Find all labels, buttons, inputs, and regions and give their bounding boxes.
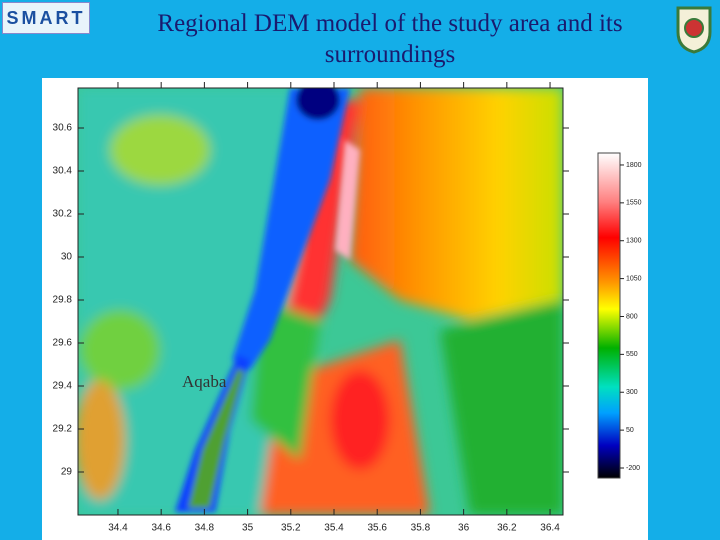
x-tick-label: 34.6 <box>151 523 171 534</box>
x-tick-label: 35.2 <box>281 523 301 534</box>
x-tick-label: 35.4 <box>324 523 344 534</box>
y-tick-label: 30 <box>61 252 73 263</box>
crest <box>676 6 712 54</box>
y-tick-label: 29.8 <box>53 295 73 306</box>
x-tick-label: 36.4 <box>540 523 560 534</box>
x-tick-label: 36.2 <box>497 523 517 534</box>
colorbar-tick-label: 550 <box>626 351 638 358</box>
x-tick-label: 34.8 <box>195 523 215 534</box>
colorbar-tick-label: 800 <box>626 313 638 320</box>
y-tick-label: 29.2 <box>53 424 73 435</box>
colorbar-tick-label: -200 <box>626 465 640 472</box>
slide-title: Regional DEM model of the study area and… <box>157 10 623 68</box>
y-tick-label: 30.6 <box>53 123 73 134</box>
x-tick-label: 35 <box>242 523 254 534</box>
plot-frame <box>77 87 564 516</box>
y-tick-label: 29 <box>61 467 73 478</box>
colorbar-tick-label: 1550 <box>626 200 642 207</box>
y-tick-label: 30.4 <box>53 166 73 177</box>
y-tick-label: 29.4 <box>53 381 73 392</box>
place-label: Aqaba <box>182 372 227 391</box>
x-tick-label: 34.4 <box>108 523 128 534</box>
colorbar-tick-label: 300 <box>626 389 638 396</box>
y-tick-label: 29.6 <box>53 338 73 349</box>
colorbar-tick-label: 1800 <box>626 162 642 169</box>
colorbar-tick-label: 1050 <box>626 275 642 282</box>
x-tick-label: 35.6 <box>367 523 387 534</box>
y-tick-label: 30.2 <box>53 209 73 220</box>
x-tick-label: 36 <box>458 523 470 534</box>
colorbar-tick-label: 50 <box>626 427 634 434</box>
x-tick-label: 35.8 <box>411 523 431 534</box>
colorbar-tick-label: 1300 <box>626 238 642 245</box>
colorbar <box>597 152 621 479</box>
dem-raster <box>78 88 563 515</box>
logo: SMART <box>2 2 90 34</box>
